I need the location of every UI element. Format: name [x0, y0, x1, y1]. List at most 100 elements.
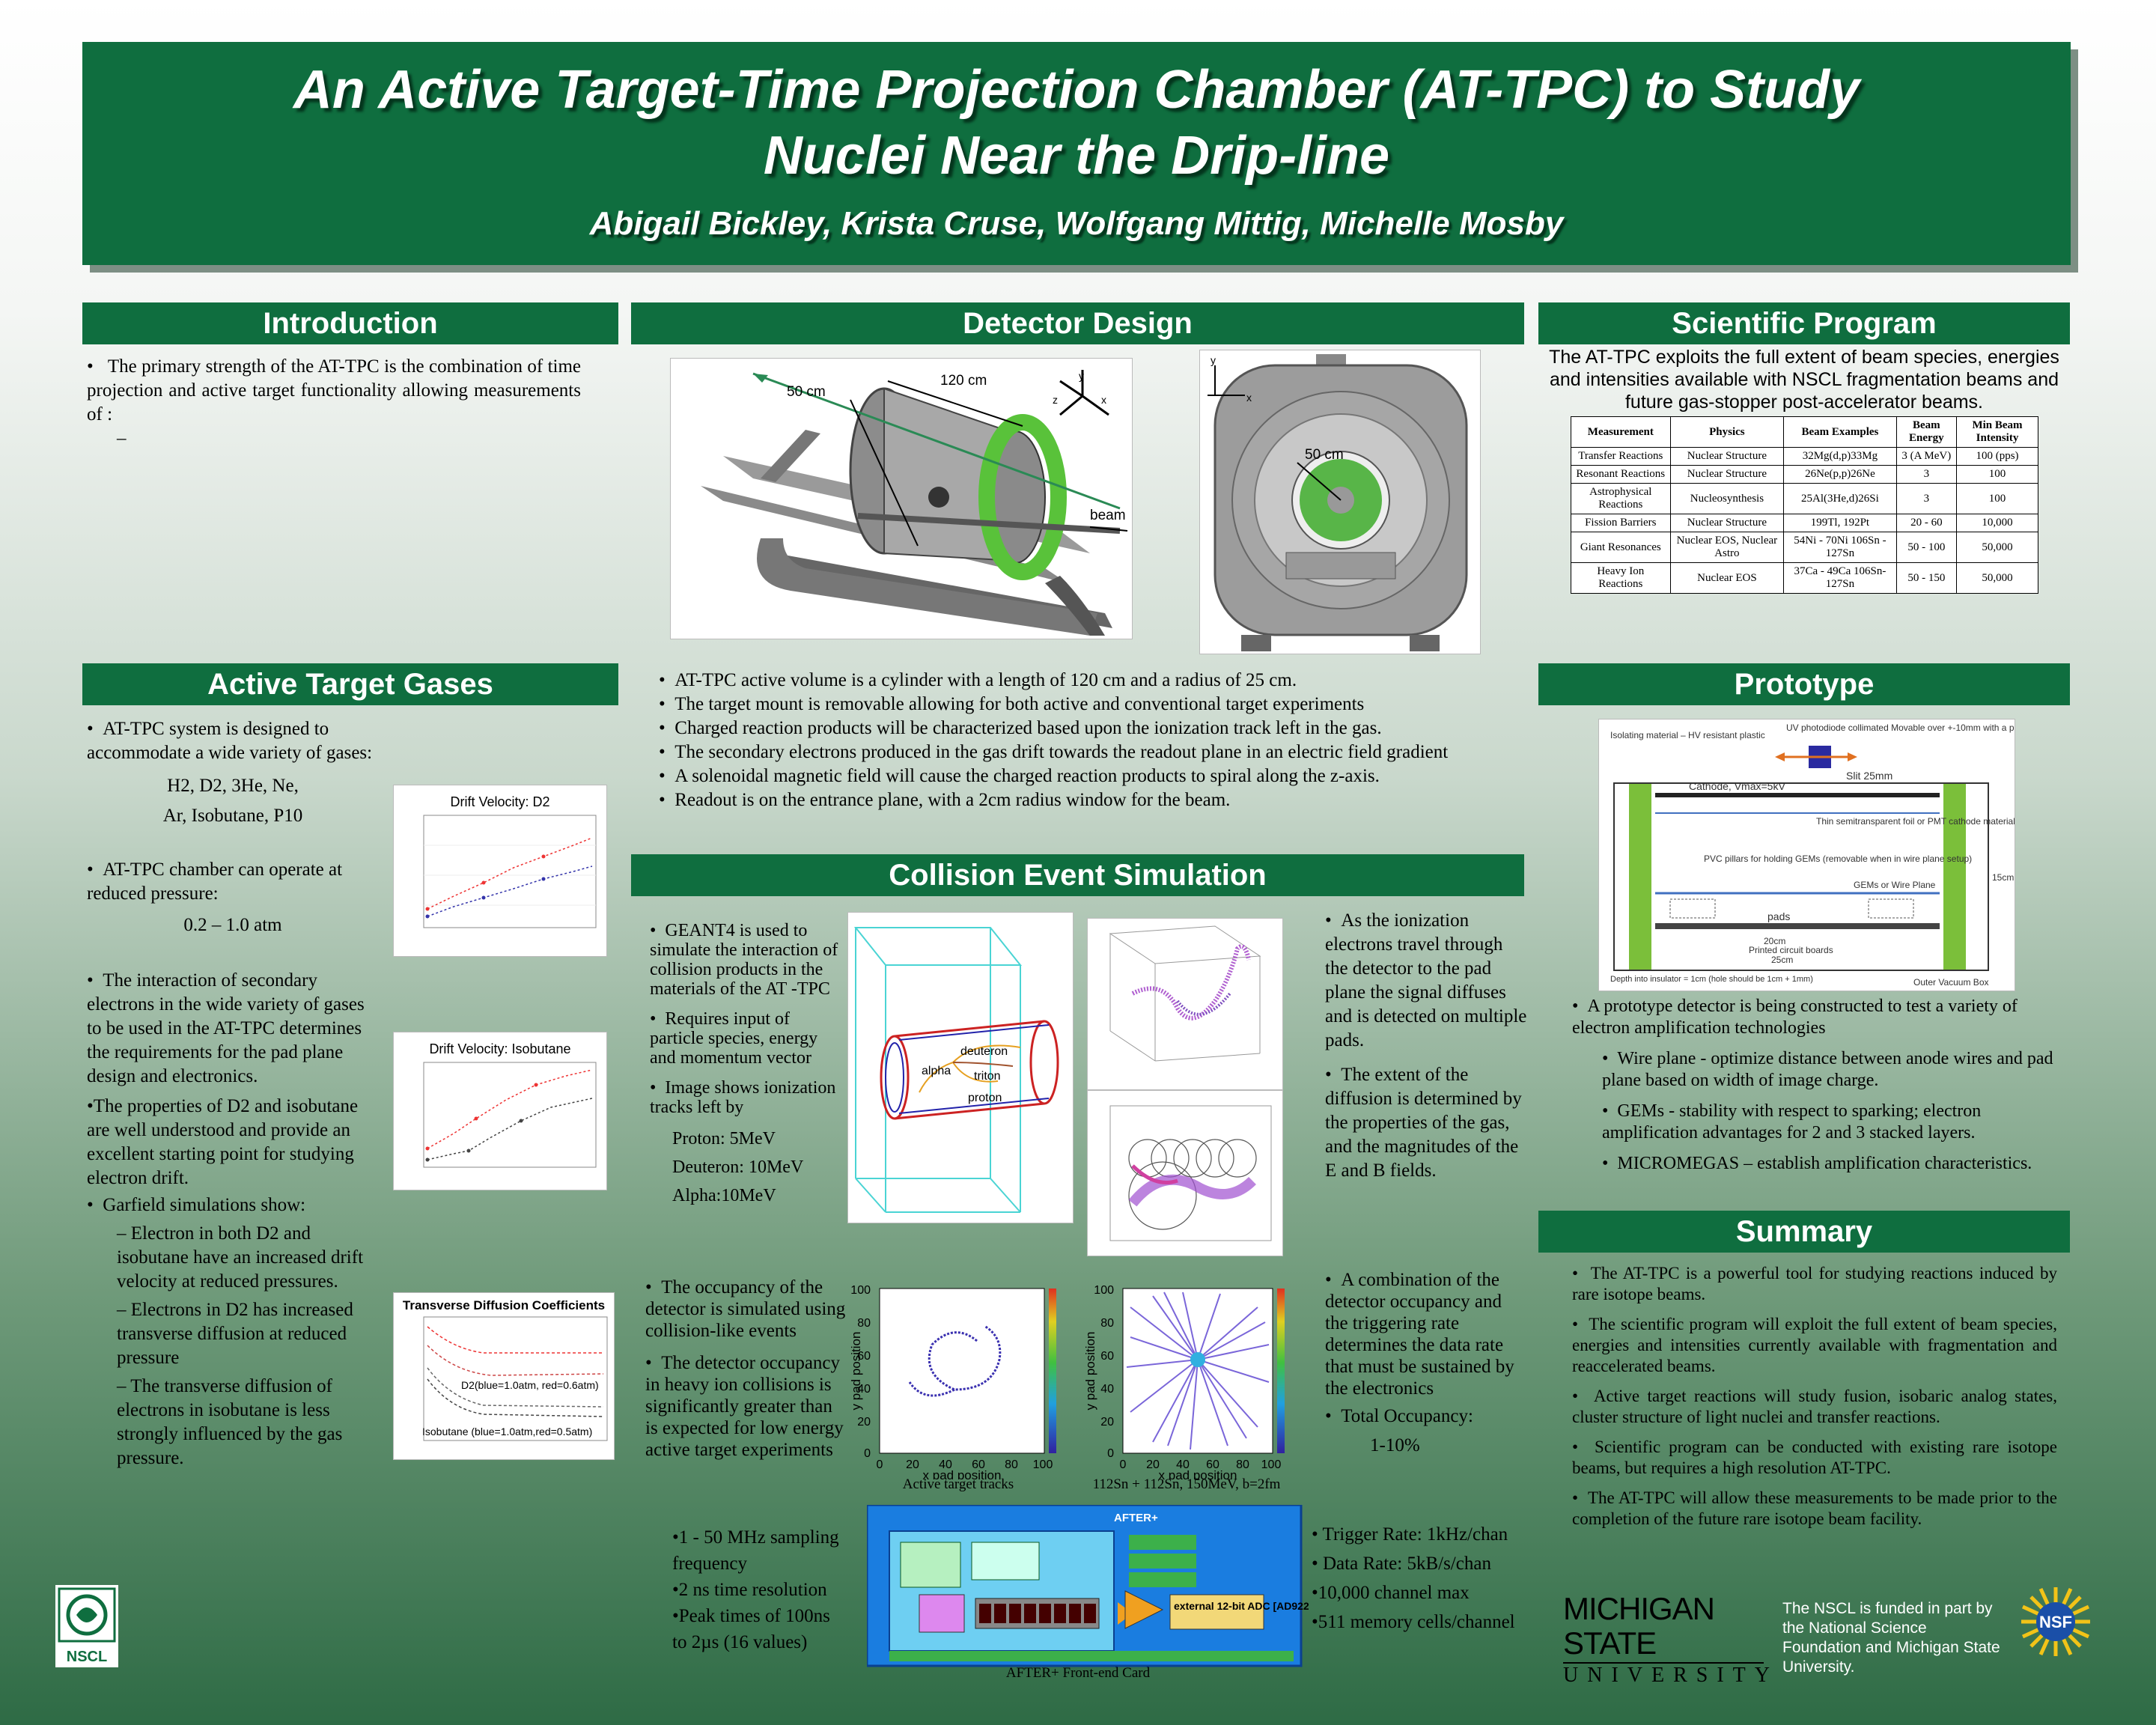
detector-front-figure: 50 cm y x	[1199, 350, 1481, 654]
design-bullet-2: • The target mount is removable allowing…	[659, 694, 1365, 714]
scientific-program-table-wrap: Measurement Physics Beam Examples Beam E…	[1571, 416, 2038, 594]
y-tick: 0	[864, 1447, 871, 1460]
detector-3d-drawing: 50 cm 120 cm beam y z x	[701, 370, 1128, 636]
x-tick: 20	[906, 1458, 919, 1471]
poster-title: An Active Target-Time Projection Chamber…	[82, 57, 2071, 189]
gases-bullet-4: •The properties of D2 and isobutane are …	[87, 1096, 359, 1188]
table-cell: 32Mg(d,p)33Mg	[1783, 447, 1897, 466]
y-tick: 40	[1100, 1383, 1114, 1396]
y-tick: 80	[1100, 1317, 1114, 1330]
nsf-text: NSF	[2039, 1613, 2072, 1631]
proto-label-uv: UV photodiode collimated Movable over +-…	[1786, 722, 2015, 733]
proto-label-cathode: Cathode, Vmax=5kV	[1689, 780, 1785, 792]
spiral-2d-figure	[1087, 1090, 1283, 1256]
diffusion-bullet-2: • The extent of the diffusion is determi…	[1325, 1065, 1522, 1181]
proto-label-20cm: 20cm	[1764, 936, 1785, 946]
rate-bullet-2: • Total Occupancy:	[1325, 1406, 1473, 1426]
scientific-program-intro: The AT-TPC exploits the full extent of b…	[1549, 347, 2059, 413]
table-cell: 37Ca - 49Ca 106Sn-127Sn	[1783, 562, 1897, 594]
table-cell: Giant Resonances	[1571, 532, 1671, 563]
prototype-text: • A prototype detector is being construc…	[1572, 996, 2066, 1175]
summary-text: • The AT-TPC is a powerful tool for stud…	[1572, 1263, 2057, 1530]
x-tick: 0	[877, 1458, 883, 1471]
table-row: Transfer Reactions Nuclear Structure 32M…	[1571, 447, 2038, 466]
msu-logo-line-2: UNIVERSITY	[1563, 1664, 1779, 1687]
y-tick: 60	[857, 1350, 871, 1363]
proto-label-depth: Depth into insulator = 1cm (hole should …	[1610, 975, 1813, 984]
prototype-header: Prototype	[1538, 663, 2070, 705]
label-50cm-front: 50 cm	[1305, 447, 1344, 463]
table-cell: Heavy Ion Reactions	[1571, 562, 1671, 594]
collision-bullet-1: • GEANT4 is used to simulate the interac…	[650, 921, 838, 999]
caption-after-card: AFTER+ Front-end Card	[1005, 1665, 1151, 1681]
summary-bullet-2: • The scientific program will exploit th…	[1572, 1315, 2057, 1375]
chart3-title: Transverse Diffusion Coefficients	[403, 1298, 605, 1312]
drift-d2-svg: Drift Velocity: D2	[423, 794, 597, 928]
gases-list-2: Ar, Isobutane, P10	[162, 806, 303, 826]
collision-left-text: • GEANT4 is used to simulate the interac…	[650, 921, 846, 1210]
geant4-simulation-figure: deuteron alpha triton proton	[847, 912, 1074, 1223]
y-tick: 80	[857, 1317, 871, 1330]
diffusion-svg: Transverse Diffusion Coefficients D2(blu…	[403, 1298, 608, 1441]
occupancy-value: 1-10%	[1370, 1435, 1420, 1455]
elec-item-2: •2 ns time resolution	[672, 1580, 827, 1600]
x-tick: 100	[1033, 1458, 1053, 1471]
design-bullet-6: • Readout is on the entrance plane, with…	[659, 790, 1231, 810]
garfield-sub-2: – Electrons in D2 has increased transver…	[117, 1300, 353, 1368]
collision-bullet-2: • Requires input of particle species, en…	[650, 1009, 818, 1068]
funding-statement: The NSCL is funded in part by the Nation…	[1782, 1600, 2000, 1676]
label-beam: beam	[1090, 508, 1126, 523]
msu-logo: MICHIGAN STATE UNIVERSITY	[1563, 1592, 1770, 1687]
title-banner: An Active Target-Time Projection Chamber…	[82, 42, 2071, 265]
elec-rate-4: •511 memory cells/channel	[1312, 1612, 1515, 1632]
chart3-label-d2: D2(blue=1.0atm, red=0.6atm)	[461, 1379, 599, 1391]
rate-text: • A combination of the detector occupanc…	[1325, 1269, 1527, 1456]
y-tick: 40	[857, 1383, 871, 1396]
proto-label-pvc: PVC pillars for holding GEMs (removable …	[1704, 854, 1972, 864]
msu-logo-line-1: MICHIGAN STATE	[1563, 1591, 1715, 1661]
introduction-header: Introduction	[82, 302, 618, 344]
label-120cm: 120 cm	[940, 373, 987, 389]
table-cell: Nuclear Structure	[1669, 447, 1785, 466]
alpha-energy: Alpha:10MeV	[672, 1186, 776, 1205]
y-tick: 60	[1100, 1350, 1114, 1363]
after-card-figure: external 12-bit ADC [AD9229] AFTER+	[865, 1503, 1318, 1668]
table-cell: Nuclear Structure	[1669, 514, 1785, 532]
gases-bullet-3: • The interaction of secondary electrons…	[87, 970, 365, 1086]
table-cell: 50,000	[1956, 562, 2038, 594]
occupancy-text: • The occupancy of the detector is simul…	[645, 1277, 847, 1461]
table-row: Astrophysical Reactions Nucleosynthesis …	[1571, 483, 2038, 514]
track-triton: triton	[974, 1070, 1001, 1083]
track-proton: proton	[968, 1092, 1002, 1104]
design-bullet-1: • AT-TPC active volume is a cylinder wit…	[659, 670, 1297, 690]
tracks-y-label: y pad position	[850, 1332, 863, 1411]
drift-velocity-isobutane-chart: Drift Velocity: Isobutane	[393, 1032, 607, 1190]
caption-active-target-tracks: Active target tracks	[902, 1476, 1014, 1492]
table-header: Min Beam Intensity	[1956, 416, 2038, 448]
summary-header: Summary	[1538, 1211, 2070, 1253]
prototype-sub-3: • MICROMEGAS – establish amplification c…	[1602, 1154, 2032, 1173]
tracks-plot-svg: 100 80 60 40 20 0 0 20 40 60 80 100 x pa…	[849, 1284, 1056, 1482]
rate-bullet-1: • A combination of the detector occupanc…	[1325, 1270, 1514, 1399]
diffusion-bullet-1: • As the ionization electrons travel thr…	[1325, 910, 1527, 1050]
sn-y-label: y pad position	[1083, 1332, 1097, 1411]
spiral-2d-svg	[1109, 1105, 1272, 1241]
table-row: Fission Barriers Nuclear Structure 199Tl…	[1571, 514, 2038, 532]
y-tick: 100	[850, 1284, 871, 1297]
table-cell: 100	[1956, 483, 2038, 514]
x-tick: 80	[1005, 1458, 1018, 1471]
active-target-tracks-plot: 100 80 60 40 20 0 0 20 40 60 80 100 x pa…	[849, 1277, 1067, 1482]
occupancy-bullet-1: • The occupancy of the detector is simul…	[645, 1277, 846, 1341]
proto-label-isolating: Isolating material – HV resistant plasti…	[1610, 730, 1765, 740]
geant4-svg: deuteron alpha triton proton	[853, 927, 1059, 1213]
table-row: Giant Resonances Nuclear EOS, Nuclear As…	[1571, 532, 2038, 563]
design-bullet-4: • The secondary electrons produced in th…	[659, 742, 1449, 762]
scientific-program-header: Scientific Program	[1538, 302, 2070, 344]
table-cell: 54Ni - 70Ni 106Sn - 127Sn	[1783, 532, 1897, 563]
design-bullet-3: • Charged reaction products will be char…	[659, 718, 1382, 738]
summary-bullet-4: • Scientific program can be conducted wi…	[1572, 1438, 2057, 1477]
table-cell: Fission Barriers	[1571, 514, 1671, 532]
table-cell: 10,000	[1956, 514, 2038, 532]
elec-rate-3: •10,000 channel max	[1312, 1583, 1470, 1603]
proton-energy: Proton: 5MeV	[672, 1129, 776, 1149]
